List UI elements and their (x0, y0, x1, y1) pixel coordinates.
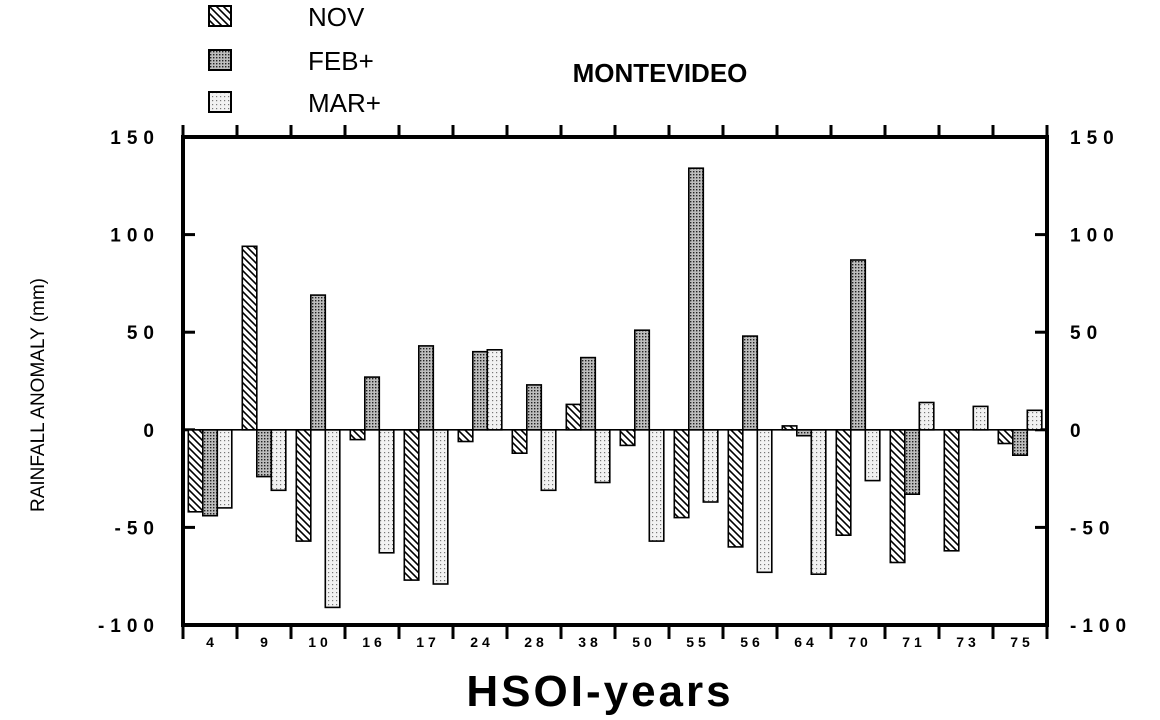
bar-mar-16 (378, 428, 395, 554)
bar-feb-71 (903, 428, 921, 495)
y-tick-label-right: -50 (1070, 518, 1115, 539)
x-tick-label: 1 0 (308, 634, 328, 650)
bar-mar-73 (972, 405, 989, 431)
bar-feb-9 (255, 428, 273, 478)
bar-feb-38 (579, 356, 597, 431)
y-tick-label-left: -100 (98, 616, 160, 637)
legend-item-feb: FEB+ (208, 46, 374, 76)
y-tick-label-right: 100 (1070, 226, 1120, 247)
bar-feb-28 (525, 384, 543, 431)
legend-item-nov: NOV (208, 2, 365, 32)
x-tick-label: 9 (260, 634, 268, 650)
bar-feb-50 (633, 329, 651, 431)
bar-nov-70 (835, 428, 852, 536)
bar-mar-71 (918, 401, 935, 431)
y-tick-labels-right: -100 -50 0 50 100 150 (1070, 128, 1132, 637)
bar-mar-50 (648, 428, 665, 542)
x-tick-label: 2 4 (470, 634, 490, 650)
bar-mar-24 (486, 348, 503, 431)
x-tick-label: 1 6 (362, 634, 382, 650)
y-tick-label-left: 100 (110, 226, 160, 247)
x-tick-label: 5 5 (686, 634, 706, 650)
bar-feb-70 (849, 259, 867, 431)
bar-nov-17 (403, 428, 420, 581)
x-axis-label: HSOI-years (466, 667, 733, 716)
bar-mar-38 (594, 428, 611, 484)
bar-nov-75 (997, 428, 1014, 445)
bar-nov-24 (457, 428, 474, 443)
x-tick-label: 7 1 (902, 634, 922, 650)
y-tick-label-left: 50 (127, 323, 160, 344)
y-tick-label-left: -50 (115, 518, 160, 539)
bar-mar-55 (702, 428, 719, 503)
y-tick-label-right: 150 (1070, 128, 1120, 149)
bar-nov-55 (673, 428, 690, 519)
bar-nov-28 (511, 428, 528, 454)
x-tick-label: 1 7 (416, 634, 436, 650)
bar-mar-75 (1026, 409, 1043, 431)
bar-feb-56 (741, 335, 759, 431)
bar-feb-24 (471, 350, 489, 431)
y-tick-label-left: 150 (110, 128, 160, 149)
bar-mar-9 (270, 428, 287, 492)
x-tick-labels: 4 9 1 0 1 6 1 7 2 4 2 8 3 8 5 0 5 5 5 6 6 4 7 0 7 1 7 … (206, 634, 1030, 650)
bar-feb-17 (417, 345, 435, 431)
chart-title: MONTEVIDEO (573, 58, 748, 88)
bar-nov-50 (619, 428, 636, 447)
bar-nov-4 (187, 428, 204, 513)
x-tick-label: 7 0 (848, 634, 868, 650)
bar-nov-71 (889, 428, 906, 564)
x-tick-label: 5 0 (632, 634, 652, 650)
y-axis-label: RAINFALL ANOMALY (mm) (28, 278, 49, 512)
bar-nov-16 (349, 428, 366, 441)
bar-mar-28 (540, 428, 557, 492)
y-tick-labels-left: -100 -50 0 50 100 150 (98, 128, 160, 637)
x-tick-label: 7 5 (1010, 634, 1030, 650)
bar-mar-64 (810, 428, 827, 575)
bar-nov-38 (565, 403, 582, 431)
plot-frame (181, 135, 1049, 627)
bar-feb-4 (202, 428, 219, 517)
bar-mar-10 (324, 428, 341, 609)
bar-nov-9 (241, 245, 258, 431)
legend: NOV FEB+ MAR+ (208, 2, 381, 118)
x-tick-label: 7 3 (956, 634, 976, 650)
bar-nov-10 (295, 428, 312, 542)
legend-swatch-nov (208, 5, 232, 27)
y-tick-label-left: 0 (143, 421, 160, 442)
y-tick-label-right: 50 (1070, 323, 1103, 344)
legend-swatch-feb (208, 49, 232, 71)
y-tick-label-right: 0 (1070, 421, 1087, 442)
legend-swatch-mar (208, 91, 232, 113)
bar-feb-16 (363, 376, 381, 431)
bars (187, 167, 1043, 609)
plot-frame-layer (181, 135, 1049, 627)
x-tick-label: 4 (206, 634, 214, 650)
bar-nov-56 (727, 428, 744, 548)
bar-feb-55 (687, 167, 705, 431)
x-tick-label: 5 6 (740, 634, 760, 650)
legend-label-mar: MAR+ (308, 88, 381, 118)
legend-label-feb: FEB+ (308, 46, 374, 76)
x-tick-label: 6 4 (794, 634, 814, 650)
y-tick-label-right: -100 (1070, 616, 1132, 637)
bar-feb-75 (1011, 428, 1029, 456)
bar-mar-17 (432, 428, 449, 585)
bar-mar-4 (216, 428, 233, 509)
x-tick-label: 2 8 (524, 634, 544, 650)
bar-nov-73 (943, 428, 960, 552)
bar-feb-10 (309, 294, 327, 431)
bar-mar-56 (756, 428, 773, 574)
x-tick-label: 3 8 (578, 634, 598, 650)
legend-item-mar: MAR+ (208, 88, 381, 118)
bar-feb-64 (795, 428, 813, 437)
bar-mar-70 (864, 428, 881, 482)
legend-label-nov: NOV (308, 2, 365, 32)
